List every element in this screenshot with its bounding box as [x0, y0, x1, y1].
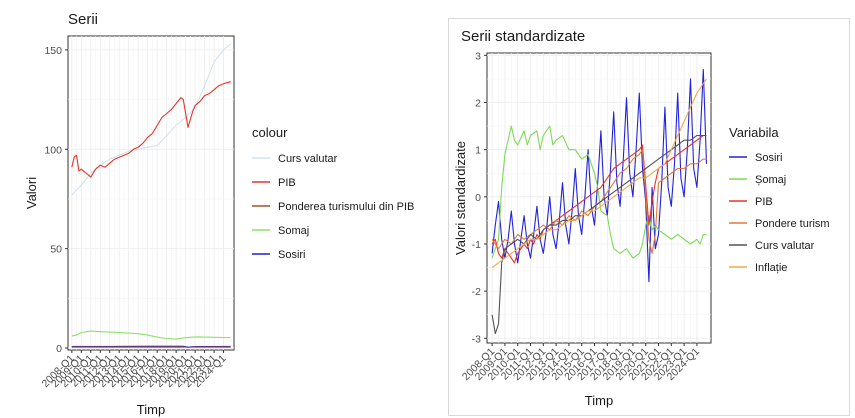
y-axis-title: Valori standardizate — [453, 141, 468, 255]
chart-title: Serii standardizate — [461, 28, 585, 45]
series-line-curs-valutar — [491, 134, 707, 335]
y-tick-label: 0 — [56, 343, 62, 355]
legend-label-somaj: Somaj — [278, 225, 309, 237]
series-line-somaj — [71, 330, 231, 340]
legend-label-curs-valutar: Curs valutar — [278, 153, 338, 165]
y-tick-label: -3 — [472, 333, 481, 345]
y-tick-label: 50 — [50, 244, 62, 256]
legend-label-ponderea-turismului-din-pib: Ponderea turismului din PIB — [278, 201, 414, 213]
right-chart-panel: Serii standardizate -3 -2 -1 0 1 2 3 2008-Q1 2009… — [448, 18, 850, 416]
y-tick-label: 2 — [475, 98, 481, 110]
legend-title: colour — [252, 125, 288, 140]
legend-label-pib: PIB — [278, 177, 296, 189]
series-line-pib — [71, 81, 231, 178]
legend-label-sosiri: Sosiri — [755, 152, 783, 164]
chart-serii-standardizate: Serii standardizate-3-2-101232008-Q12009… — [453, 28, 830, 408]
legend-label-inflatie: Inflație — [755, 262, 787, 274]
legend-label-pib: PIB — [755, 196, 773, 208]
legend-label-sosiri: Sosiri — [278, 249, 306, 261]
legend-label-curs-valutar: Curs valutar — [755, 240, 815, 252]
y-tick-label: 100 — [44, 144, 62, 156]
chart-serii: Serii0501001502008-Q12009-Q12010-Q12011-… — [24, 11, 414, 417]
y-tick-label: -1 — [472, 239, 481, 251]
legend-label-somaj: Șomaj — [755, 174, 786, 186]
y-tick-label: 3 — [475, 50, 481, 62]
x-axis-title: Timp — [137, 402, 165, 417]
legend-label-pondere-turism: Pondere turism — [755, 218, 830, 230]
y-tick-label: 150 — [44, 45, 62, 57]
series-line-inflatie — [491, 78, 707, 269]
y-tick-label: -2 — [472, 286, 481, 298]
legend-title: Variabila — [729, 125, 779, 140]
y-tick-label: 1 — [475, 145, 481, 157]
series-line-somaj — [491, 125, 707, 259]
y-tick-label: 0 — [475, 192, 481, 204]
x-axis-title: Timp — [585, 393, 613, 408]
left-chart-panel: Serii 0 50 100 150 2008-Q1 2009-Q1 2010-Q1 2011-… — [24, 11, 415, 417]
chart-title: Serii — [68, 11, 98, 28]
y-axis-title: Valori — [24, 177, 39, 209]
